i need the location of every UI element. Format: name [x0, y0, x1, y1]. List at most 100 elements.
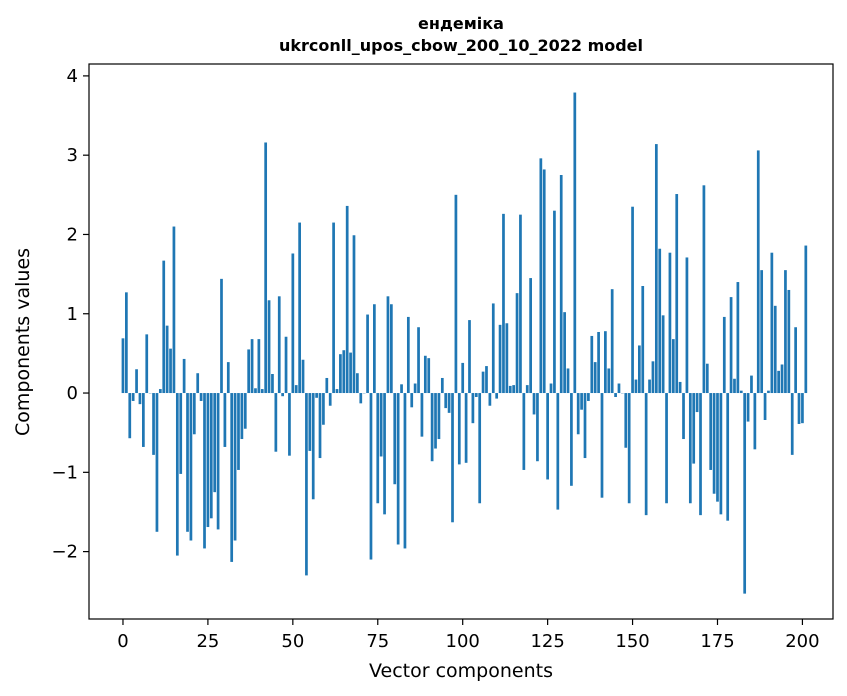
bar-component-181 [736, 282, 740, 394]
chart-subtitle: ukrconll_upos_cbow_200_10_2022 model [279, 36, 643, 55]
bar-component-117 [519, 214, 522, 394]
bar-component-177 [722, 316, 726, 394]
bar-component-121 [532, 393, 536, 415]
bar-component-96 [447, 393, 451, 413]
bar-component-47 [281, 393, 284, 397]
x-tick-label: 100 [446, 631, 480, 652]
bar-component-93 [437, 393, 441, 440]
bar-component-9 [152, 393, 155, 455]
bar-component-95 [444, 393, 448, 409]
bar-component-24 [203, 393, 206, 549]
bar-component-50 [291, 253, 295, 394]
y-tick-label: 3 [67, 145, 78, 166]
plot-frame [88, 63, 834, 620]
bar-component-46 [277, 296, 281, 394]
bar-component-33 [233, 393, 237, 541]
bar-component-53 [301, 359, 305, 394]
bar-component-80 [393, 393, 397, 485]
bar-component-156 [651, 361, 655, 394]
bar-component-152 [638, 345, 641, 394]
bar-component-128 [556, 393, 560, 510]
bar-component-82 [400, 384, 403, 394]
bar-component-124 [542, 169, 546, 394]
bar-component-68 [352, 235, 356, 394]
bar-component-32 [230, 393, 234, 562]
bar-component-166 [685, 257, 689, 394]
bar-component-61 [328, 393, 332, 406]
bar-component-139 [593, 362, 597, 394]
bar-component-3 [131, 393, 135, 401]
bar-component-179 [729, 297, 733, 394]
bar-component-102 [468, 320, 471, 394]
bar-component-168 [692, 393, 696, 464]
bar-component-110 [495, 393, 499, 399]
bar-component-133 [573, 92, 577, 394]
bar-component-143 [607, 368, 611, 394]
bar-component-138 [590, 335, 594, 394]
bar-component-64 [339, 354, 342, 394]
bar-component-157 [654, 144, 658, 394]
bar-component-186 [753, 393, 757, 450]
x-tick-label: 200 [785, 631, 819, 652]
bar-component-45 [274, 393, 278, 452]
bar-component-137 [587, 393, 590, 401]
bar-component-149 [627, 393, 631, 504]
bar-component-180 [733, 378, 736, 394]
bar-component-154 [644, 393, 648, 516]
y-tick-label: −2 [51, 542, 78, 563]
bar-component-49 [288, 393, 291, 456]
bar-component-118 [522, 393, 526, 470]
bar-component-58 [318, 393, 322, 459]
bar-component-135 [580, 393, 583, 410]
bar-component-151 [634, 379, 638, 394]
bar-component-199 [797, 393, 801, 424]
x-axis-label: Vector components [369, 660, 553, 682]
bar-component-83 [403, 393, 407, 549]
bar-component-90 [427, 358, 431, 394]
bar-component-94 [440, 377, 444, 394]
bar-component-131 [566, 368, 570, 394]
bar-component-22 [196, 373, 200, 394]
chart-title: ендеміка [418, 14, 504, 33]
bar-component-173 [709, 393, 713, 470]
bar-component-31 [226, 362, 230, 394]
bar-component-106 [481, 371, 485, 394]
bar-component-190 [767, 390, 770, 394]
bar-component-43 [267, 300, 271, 394]
bar-component-144 [610, 289, 614, 394]
bar-component-163 [675, 194, 679, 394]
bar-component-2 [128, 393, 132, 439]
y-axis-ticks: −2 −1 0 1 2 3 4 [51, 66, 89, 563]
bar-component-148 [624, 393, 628, 448]
bar-component-197 [790, 393, 794, 455]
bar-component-115 [512, 385, 516, 394]
bar-component-178 [726, 393, 730, 521]
bar-component-192 [773, 305, 777, 394]
bar-component-16 [175, 393, 179, 556]
bar-component-27 [213, 393, 217, 493]
bar-component-74 [373, 304, 376, 394]
bar-component-130 [563, 312, 566, 394]
bar-component-112 [502, 213, 505, 394]
bar-component-98 [454, 194, 458, 394]
bar-component-6 [142, 393, 145, 447]
bar-component-77 [383, 393, 386, 515]
bar-component-188 [760, 270, 764, 394]
bar-component-39 [254, 388, 257, 394]
bars-group [121, 92, 808, 594]
bar-component-17 [179, 393, 183, 474]
bar-component-7 [145, 334, 149, 394]
bar-component-62 [332, 222, 335, 394]
bar-component-201 [804, 245, 808, 394]
bar-component-101 [464, 393, 468, 463]
bar-component-87 [417, 327, 420, 394]
bar-component-105 [478, 393, 482, 504]
bar-component-26 [209, 393, 213, 519]
bar-component-126 [549, 383, 553, 394]
bar-component-111 [498, 324, 502, 394]
bar-component-81 [396, 393, 400, 545]
bar-component-59 [322, 393, 325, 425]
bar-component-86 [413, 383, 417, 394]
bar-component-30 [223, 393, 227, 447]
